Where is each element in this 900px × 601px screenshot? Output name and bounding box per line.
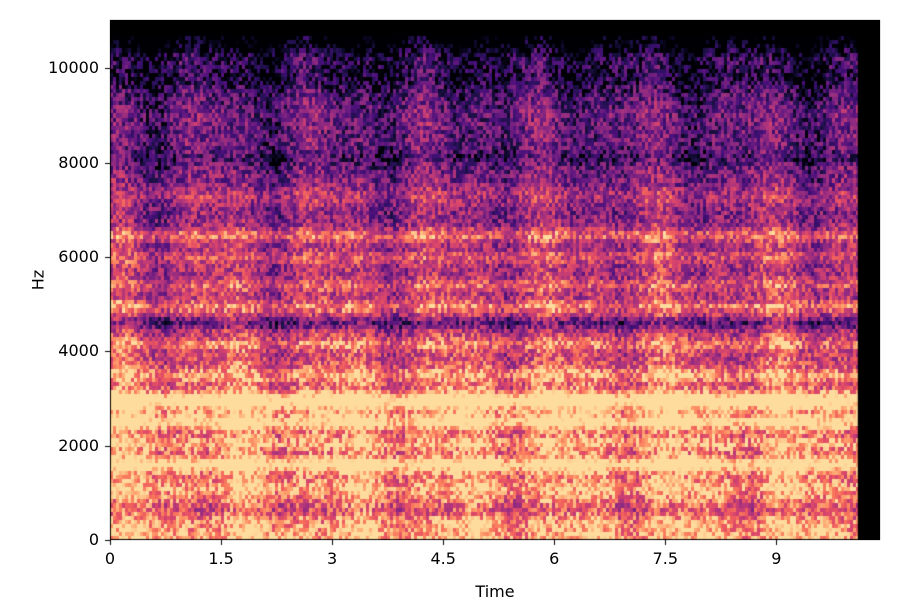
y-tick-label: 8000 [58,155,99,171]
x-tick-label: 9 [771,551,781,567]
y-tick-label: 2000 [58,438,99,454]
x-tick-label: 7.5 [653,551,678,567]
x-tick-label: 4.5 [430,551,455,567]
x-axis-title: Time [475,582,514,601]
x-tick-label: 1.5 [208,551,233,567]
y-tick-label: 6000 [58,249,99,265]
spectrogram-figure: 0 1.5 3 4.5 6 7.5 9 0 2000 4000 6000 8000 10000 Time… [0,0,900,600]
x-tick-label: 3 [327,551,337,567]
axes-overlay [0,0,900,600]
x-tick-label: 6 [549,551,559,567]
y-tick-label: 0 [89,532,99,548]
y-tick-label: 10000 [48,60,99,76]
x-tick-label: 0 [105,551,115,567]
y-tick-label: 4000 [58,343,99,359]
y-axis-title: Hz [29,270,48,290]
